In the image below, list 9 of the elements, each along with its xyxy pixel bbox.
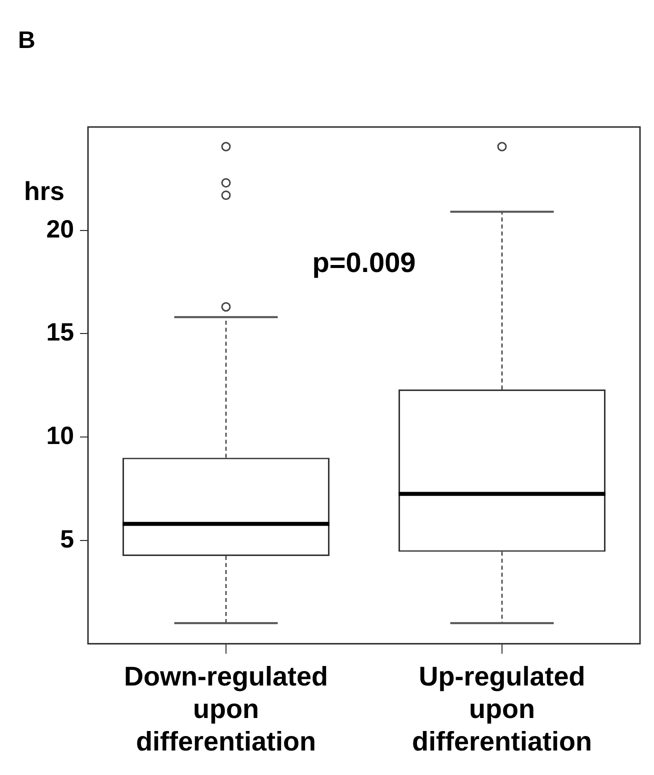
annotation: p=0.009 [312,247,416,278]
y-tick-label: 15 [46,318,74,347]
x-tick-label: Down-regulated upon differentiation [124,661,328,756]
y-tick-label: 5 [60,525,74,554]
chart-title: B [18,27,36,54]
x-tick-label: Up-regulated upon differentiation [412,661,592,756]
y-tick-label: 20 [46,215,74,244]
y-tick-label: 10 [46,422,74,450]
y-axis-title: hrs [24,176,64,206]
